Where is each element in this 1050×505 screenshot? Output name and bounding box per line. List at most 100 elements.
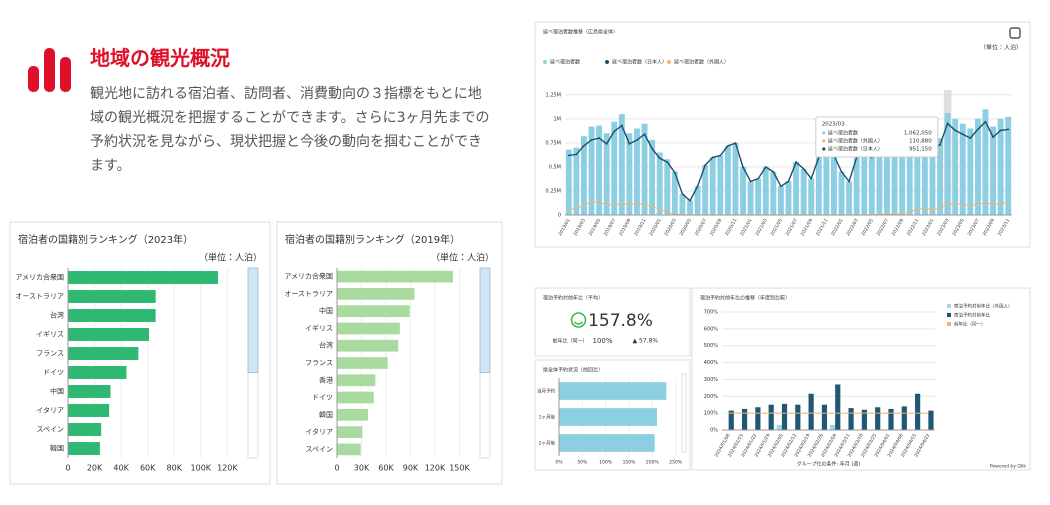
point [969,204,972,207]
point [598,201,600,204]
bar [68,423,102,436]
x-tick-label: 100% [599,460,613,466]
point [636,139,638,141]
y-tick-label: 700% [704,310,719,316]
point [802,168,805,170]
header-text: 観光地に訪れる宿泊者、訪問者、消費動向の３指標をもとに地域の観光概況を把握するこ… [90,86,490,174]
point [620,124,623,127]
panel [276,221,503,485]
chart-title: 宿泊者の国籍別ランキング（2023年） [18,233,193,246]
bar [929,142,936,215]
point [931,208,934,211]
y-tick-label: 1M [554,116,562,122]
kpi-compare-value: 100% [592,337,612,345]
y-tick-label: 300% [704,377,719,383]
bar [337,426,363,438]
bar [337,288,415,300]
bar [762,166,769,215]
scrollbar-thumb [247,267,259,373]
point [704,164,707,166]
bar [671,171,678,215]
point [992,136,994,139]
bar [861,409,867,430]
tooltip-box [815,116,939,158]
point [575,153,578,156]
bar [861,152,868,215]
bar [815,157,822,215]
y-tick-label: イタリア [305,427,333,436]
point [567,208,570,211]
point [605,142,608,145]
y-tick-label: 2ヶ月後 [539,440,556,447]
x-tick-label: 60K [140,464,156,473]
point [734,142,737,144]
x-tick-label: 150% [623,460,637,466]
bar [915,393,921,430]
x-tick-label: 50% [577,460,588,466]
bar [337,339,399,352]
legend-label: 宿泊予約対前年比 [954,312,990,319]
panel [9,221,271,485]
bar [823,145,830,215]
bar [906,128,913,215]
point [787,180,790,183]
y-tick-label: フランス [305,359,333,367]
header-title: 地域の観光概況 [90,46,230,70]
y-tick-label: オーストラリア [284,290,333,298]
menu-icon [1009,27,1021,39]
x-tick-label: 120K [425,464,446,473]
point [719,154,722,157]
chart-title: 宿泊予約対前年比の推移（年度別比較） [700,295,790,302]
x-tick-label: 100K [191,464,212,473]
bar [580,136,587,215]
legend-swatch [947,322,951,326]
y-tick-label: 香港 [319,375,333,384]
point [772,170,775,173]
bar [997,118,1004,215]
bar [952,118,959,215]
chart-unit: （単位：人泊） [199,252,262,264]
x-tick-label: 120K [217,464,238,473]
scrollbar-thumb [479,267,491,373]
point [901,212,904,215]
bar [959,123,966,215]
legend-swatch [543,60,547,64]
point [908,211,911,214]
bar [728,410,734,430]
bar [990,126,997,215]
point [666,161,669,164]
chart-unit: （単位：人泊） [980,44,1022,52]
bar [795,404,801,430]
bar [717,155,724,215]
point [764,166,767,168]
bar [755,407,761,430]
point [946,122,949,125]
bar [848,408,854,430]
bar [337,374,376,387]
y-tick-label: 韓国 [319,410,333,419]
point [977,203,979,206]
y-tick-label: 中国 [319,306,333,315]
point [643,203,646,206]
bar [68,290,156,303]
tooltip-label: 延べ宿泊者数（外国人） [828,138,883,145]
bar [588,126,595,215]
bar [829,424,836,430]
y-tick-label: 0.25M [546,188,561,194]
point [1007,201,1010,204]
point [673,213,676,215]
bar [732,142,739,215]
y-tick-label: ドイツ [43,369,64,377]
bar [573,147,580,215]
bar [974,118,981,215]
bar [337,322,400,335]
point [628,203,631,206]
bar [337,443,361,456]
y-tick-label: 韓国 [50,444,64,453]
point [749,180,752,183]
panel [534,287,691,357]
bar [944,112,951,215]
bar [694,186,701,215]
bar [914,123,921,215]
bar [768,404,774,430]
